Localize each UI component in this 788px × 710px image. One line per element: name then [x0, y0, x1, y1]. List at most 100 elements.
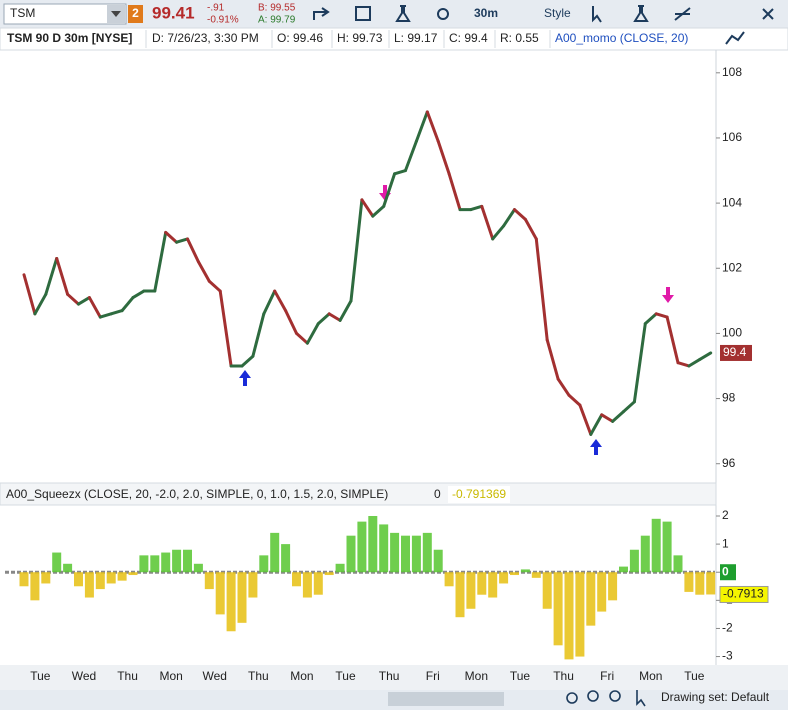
histogram-bar: [662, 521, 672, 573]
price-segment: [436, 139, 451, 176]
x-tick-label: Mon: [639, 669, 662, 683]
histogram-bar: [183, 549, 192, 573]
x-tick-label: Mon: [290, 669, 313, 683]
histogram-bar: [270, 532, 280, 573]
x-tick-label: Tue: [30, 669, 51, 683]
histogram-bar: [346, 535, 356, 573]
interval[interactable]: 30m: [474, 6, 498, 20]
studies-icon[interactable]: [395, 5, 411, 22]
zoom-out-icon[interactable]: [609, 690, 621, 702]
price-segment: [98, 312, 113, 319]
style-menu[interactable]: Style: [544, 6, 571, 20]
histogram-bar: [302, 572, 312, 598]
sell-arrow: [662, 287, 674, 303]
histogram-bar: [193, 563, 203, 573]
buy-arrow: [239, 370, 251, 386]
info-date: D: 7/26/23, 3:30 PM: [152, 31, 259, 45]
pointer-icon[interactable]: [636, 690, 646, 707]
x-tick-label: Fri: [600, 669, 614, 683]
price-segment: [109, 309, 124, 316]
histogram-bar: [684, 572, 694, 592]
histogram-bar: [161, 552, 171, 573]
price-segment: [55, 256, 70, 296]
zoom-in-icon[interactable]: [587, 690, 599, 702]
info-range: R: 0.55: [500, 31, 539, 45]
settings-icon[interactable]: [437, 8, 449, 20]
symbol: TSM: [10, 6, 35, 20]
x-tick-label: Mon: [159, 669, 182, 683]
last-price: 99.41: [152, 3, 195, 22]
histogram-bar: [313, 572, 323, 595]
symbol-box[interactable]: [3, 3, 127, 25]
price-segment: [284, 309, 298, 335]
x-tick-label: Tue: [510, 669, 531, 683]
study-value: -0.791369: [452, 487, 506, 501]
study-label[interactable]: A00_momo (CLOSE, 20): [555, 31, 688, 45]
flask-icon[interactable]: [633, 5, 649, 22]
price-segment: [262, 289, 277, 316]
price-segment: [131, 289, 146, 300]
price-segment: [207, 279, 222, 293]
histogram-bar: [411, 535, 421, 573]
drawing-icon[interactable]: [674, 7, 691, 21]
info-open: O: 99.46: [277, 31, 323, 45]
histogram-bar: [74, 572, 83, 587]
histogram-bar: [52, 552, 62, 573]
histogram-bar: [95, 572, 105, 590]
histogram-bar: [542, 572, 552, 609]
price-segment: [44, 256, 59, 296]
toolbar-icons: [313, 5, 774, 23]
histogram-bar: [368, 515, 378, 573]
price-segment: [643, 312, 658, 326]
y-tick-label: 96: [722, 456, 736, 470]
price-segment: [393, 169, 407, 176]
x-tick-label: Tue: [335, 669, 356, 683]
y-tick-label: 98: [722, 391, 736, 405]
pan-icon[interactable]: [566, 692, 578, 704]
info-separators: [145, 30, 551, 48]
histogram-bar: [531, 572, 541, 578]
histogram-bar: [619, 566, 628, 573]
link-count: 2: [132, 6, 139, 20]
bid: B: 99.55: [258, 3, 296, 14]
y-tick-label: 104: [722, 195, 742, 209]
price-segment: [404, 139, 418, 173]
y-tick-label: 106: [722, 130, 742, 144]
last-price-badge: [720, 344, 752, 361]
drawing-set[interactable]: Drawing set: Default: [661, 690, 770, 704]
news-icon[interactable]: [355, 6, 371, 21]
y-tick-label: 2: [722, 508, 729, 522]
scroll-thumb[interactable]: [388, 692, 504, 706]
histogram-bar: [553, 572, 563, 646]
price-segment: [360, 198, 375, 218]
histogram-bar: [695, 572, 705, 595]
price-segment: [327, 312, 342, 322]
price-segment: [295, 331, 309, 345]
autoscale-icon[interactable]: [725, 31, 745, 45]
y-tick-label: 1: [722, 536, 729, 550]
histogram-bar: [629, 549, 639, 573]
histogram-bar: [215, 572, 225, 615]
price-segment: [164, 230, 179, 244]
share-icon[interactable]: [313, 7, 330, 20]
histogram-bar: [41, 572, 51, 584]
chart-title: TSM 90 D 30m [NYSE]: [7, 31, 132, 45]
price-segment: [589, 413, 604, 436]
histogram-bar: [564, 572, 574, 660]
price-segment: [480, 204, 495, 241]
x-tick-label: Mon: [465, 669, 488, 683]
histogram-bar: [117, 572, 127, 581]
price-segment: [66, 292, 80, 306]
cursor-icon[interactable]: [592, 6, 602, 23]
x-tick-label: Tue: [684, 669, 705, 683]
close-icon[interactable]: [762, 8, 774, 20]
histogram-bar: [499, 572, 509, 584]
y-tick-label: -2: [722, 621, 733, 635]
x-tick-label: Thu: [553, 669, 574, 683]
change: -.91: [207, 3, 225, 14]
price-segment: [491, 224, 506, 241]
price-segment: [534, 237, 549, 342]
link-badge[interactable]: [128, 5, 143, 23]
histogram-bar: [520, 569, 530, 573]
